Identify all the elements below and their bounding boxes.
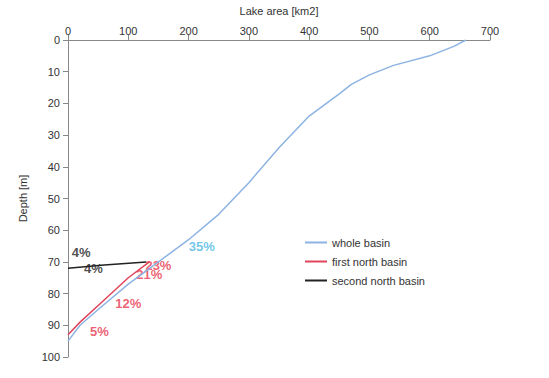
svg-text:10: 10 xyxy=(48,66,60,78)
svg-text:35%: 35% xyxy=(189,239,215,254)
svg-text:80: 80 xyxy=(48,288,60,300)
svg-text:first north basin: first north basin xyxy=(332,256,407,268)
svg-text:Lake area [km2]: Lake area [km2] xyxy=(240,5,319,17)
svg-text:whole basin: whole basin xyxy=(331,237,390,249)
svg-text:second north basin: second north basin xyxy=(332,275,425,287)
svg-text:12%: 12% xyxy=(115,296,141,311)
svg-text:70: 70 xyxy=(48,256,60,268)
svg-text:4%: 4% xyxy=(84,261,103,276)
svg-text:0: 0 xyxy=(54,34,60,46)
svg-text:Depth [m]: Depth [m] xyxy=(17,175,29,223)
svg-text:20: 20 xyxy=(48,97,60,109)
svg-text:40: 40 xyxy=(48,161,60,173)
svg-text:23%: 23% xyxy=(145,257,172,273)
svg-text:700: 700 xyxy=(481,25,499,37)
svg-text:300: 300 xyxy=(240,25,258,37)
svg-text:200: 200 xyxy=(179,25,197,37)
svg-text:90: 90 xyxy=(48,319,60,331)
svg-text:60: 60 xyxy=(48,224,60,236)
svg-text:50: 50 xyxy=(48,193,60,205)
svg-text:500: 500 xyxy=(360,25,378,37)
svg-text:100: 100 xyxy=(119,25,137,37)
svg-text:600: 600 xyxy=(421,25,439,37)
svg-text:21%: 21% xyxy=(136,267,163,283)
svg-text:4%: 4% xyxy=(72,245,91,260)
svg-text:30: 30 xyxy=(48,129,60,141)
svg-text:100: 100 xyxy=(42,351,60,363)
svg-text:400: 400 xyxy=(300,25,318,37)
svg-text:0: 0 xyxy=(65,25,71,37)
svg-text:5%: 5% xyxy=(90,324,109,339)
